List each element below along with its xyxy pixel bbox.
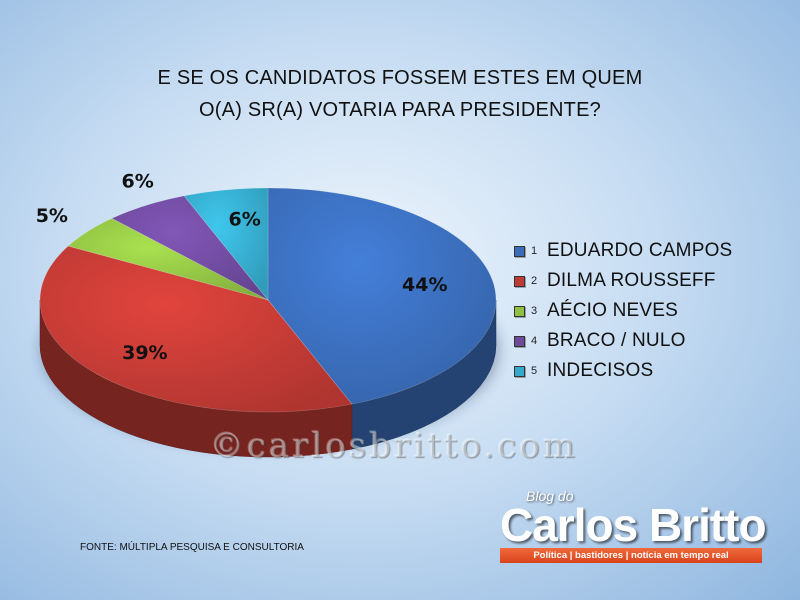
pie-label-3: 5% bbox=[36, 205, 68, 227]
pie-slice-2 bbox=[39, 245, 353, 413]
legend-label: AÉCIO NEVES bbox=[547, 300, 679, 321]
legend-label: BRACO / NULO bbox=[547, 330, 686, 351]
legend-swatch-4 bbox=[514, 335, 525, 347]
legend-index: 2 bbox=[531, 275, 538, 287]
legend-swatch-3 bbox=[514, 305, 525, 317]
legend-swatch-2 bbox=[514, 275, 525, 287]
pie-label-4: 6% bbox=[121, 170, 153, 192]
pie-slice-5 bbox=[183, 187, 269, 301]
legend-index: 1 bbox=[531, 245, 538, 257]
logo-tagline: Política | bastidores | notícia em tempo… bbox=[500, 548, 762, 563]
pie-slice-3 bbox=[67, 218, 269, 301]
legend-index: 4 bbox=[531, 335, 538, 347]
legend-label: DILMA ROUSSEFF bbox=[547, 270, 716, 291]
logo-title: Carlos Britto bbox=[500, 499, 767, 551]
pie-label-2: 39% bbox=[122, 342, 167, 364]
legend-label: EDUARDO CAMPOS bbox=[547, 240, 733, 261]
legend-label: INDECISOS bbox=[547, 360, 654, 381]
legend-item: 5 INDECISOS bbox=[514, 356, 732, 386]
chart-title: E SE OS CANDIDATOS FOSSEM ESTES EM QUEM … bbox=[0, 62, 800, 126]
pie-slice-1 bbox=[267, 187, 497, 405]
legend-swatch-1 bbox=[514, 245, 525, 257]
legend: 1 EDUARDO CAMPOS 2 DILMA ROUSSEFF 3 AÉCI… bbox=[514, 236, 732, 386]
watermark: ©carlosbritto.com bbox=[210, 426, 579, 466]
legend-item: 4 BRACO / NULO bbox=[514, 326, 732, 356]
pie-labels: 44% 39% 5% 6% 6% bbox=[36, 170, 448, 363]
logo-subtitle: Blog do bbox=[526, 488, 574, 504]
legend-index: 3 bbox=[531, 305, 538, 317]
legend-swatch-5 bbox=[514, 365, 525, 377]
legend-item: 3 AÉCIO NEVES bbox=[514, 296, 732, 326]
legend-item: 1 EDUARDO CAMPOS bbox=[514, 236, 732, 266]
pie-label-5: 6% bbox=[229, 209, 261, 231]
legend-item: 2 DILMA ROUSSEFF bbox=[514, 266, 732, 296]
pie-label-1: 44% bbox=[402, 274, 447, 296]
chart-title-line-2: O(A) SR(A) VOTARIA PARA PRESIDENTE? bbox=[199, 99, 601, 121]
legend-index: 5 bbox=[531, 365, 538, 377]
pie-top bbox=[39, 187, 497, 413]
chart-title-line-1: E SE OS CANDIDATOS FOSSEM ESTES EM QUEM bbox=[157, 67, 643, 89]
source-note: FONTE: MÚLTIPLA PESQUISA E CONSULTORIA bbox=[80, 542, 304, 553]
pie-slice-4 bbox=[111, 195, 269, 301]
